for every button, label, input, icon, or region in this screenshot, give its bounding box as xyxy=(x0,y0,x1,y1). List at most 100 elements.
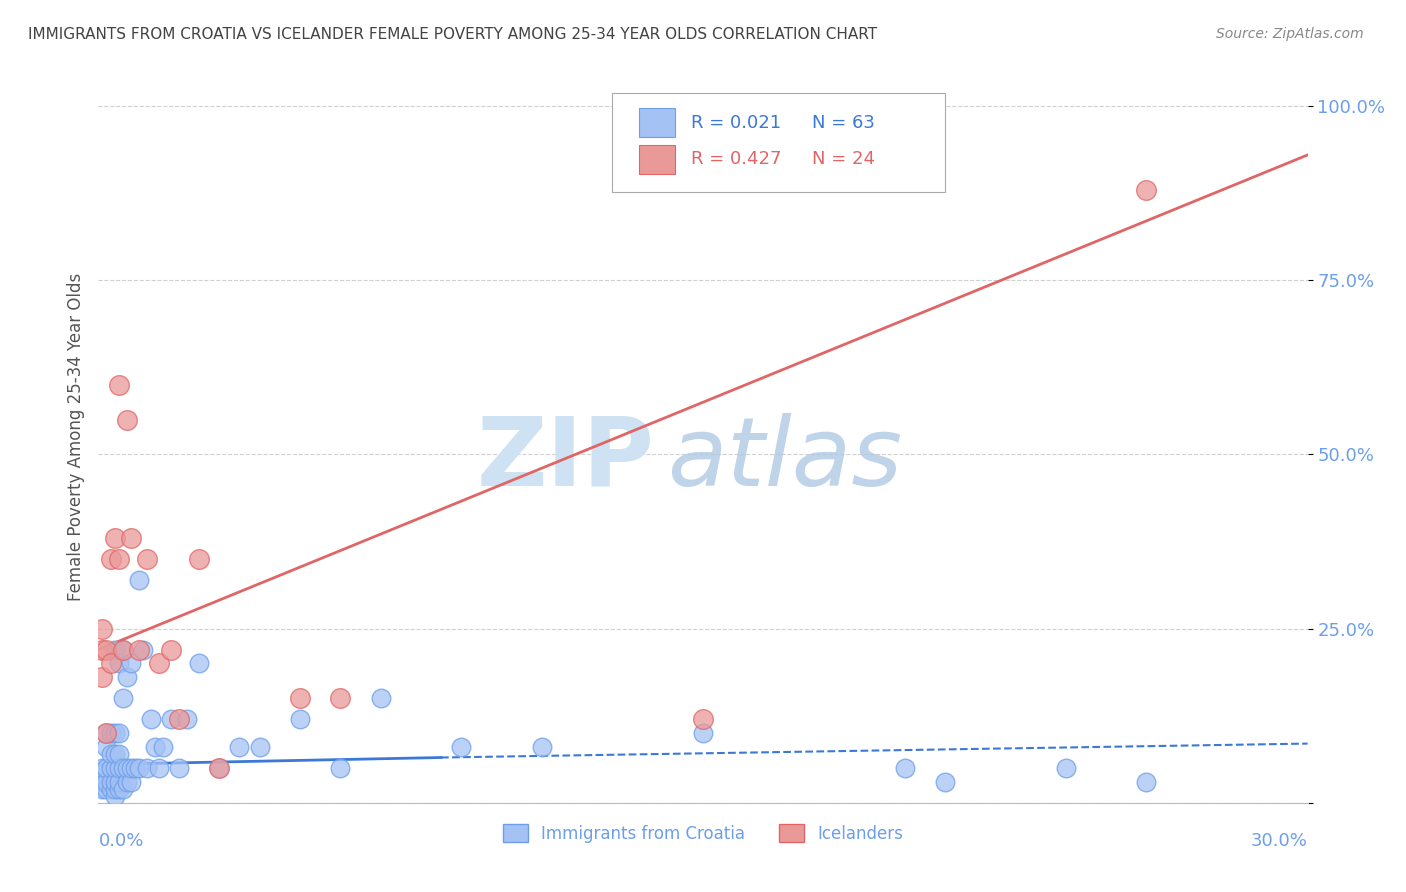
Text: Source: ZipAtlas.com: Source: ZipAtlas.com xyxy=(1216,27,1364,41)
Point xyxy=(103,789,125,803)
Point xyxy=(100,781,122,796)
Point xyxy=(111,642,134,657)
Point xyxy=(329,691,352,706)
Point xyxy=(450,740,472,755)
Point xyxy=(103,747,125,761)
Point xyxy=(103,761,125,775)
Point xyxy=(91,781,114,796)
Point xyxy=(111,642,134,657)
Point xyxy=(107,775,129,789)
Point xyxy=(100,726,122,740)
Text: 30.0%: 30.0% xyxy=(1251,832,1308,850)
Point xyxy=(176,712,198,726)
Point xyxy=(188,552,211,566)
Point xyxy=(167,761,190,775)
Point xyxy=(115,412,138,426)
Point xyxy=(107,781,129,796)
Point xyxy=(120,531,142,545)
Point xyxy=(100,761,122,775)
Point xyxy=(96,761,118,775)
Point xyxy=(107,377,129,392)
FancyBboxPatch shape xyxy=(638,108,675,137)
Point xyxy=(1054,761,1077,775)
Point xyxy=(96,781,118,796)
Point xyxy=(120,775,142,789)
Point xyxy=(96,726,118,740)
Point xyxy=(111,691,134,706)
Point xyxy=(135,552,157,566)
Text: R = 0.427: R = 0.427 xyxy=(690,150,782,168)
Point xyxy=(128,642,150,657)
Point xyxy=(115,670,138,684)
Point xyxy=(91,642,114,657)
Point xyxy=(103,531,125,545)
Point xyxy=(329,761,352,775)
Point xyxy=(115,761,138,775)
Point xyxy=(160,642,183,657)
Point xyxy=(139,712,162,726)
Point xyxy=(100,657,122,671)
Point xyxy=(91,768,114,782)
FancyBboxPatch shape xyxy=(613,94,945,192)
Point xyxy=(111,761,134,775)
Point xyxy=(107,552,129,566)
Point xyxy=(160,712,183,726)
Point xyxy=(91,670,114,684)
Text: atlas: atlas xyxy=(666,412,901,506)
Point xyxy=(167,712,190,726)
Text: N = 24: N = 24 xyxy=(811,150,875,168)
Point xyxy=(148,761,170,775)
Point xyxy=(103,775,125,789)
Point xyxy=(103,642,125,657)
Point xyxy=(934,775,956,789)
Point xyxy=(107,747,129,761)
Point xyxy=(107,657,129,671)
Point xyxy=(692,726,714,740)
Point xyxy=(96,775,118,789)
Point xyxy=(91,622,114,636)
Point xyxy=(370,691,392,706)
Point xyxy=(188,657,211,671)
Point xyxy=(1135,183,1157,197)
Text: N = 63: N = 63 xyxy=(811,113,875,131)
Point xyxy=(96,642,118,657)
Text: ZIP: ZIP xyxy=(477,412,655,506)
Text: IMMIGRANTS FROM CROATIA VS ICELANDER FEMALE POVERTY AMONG 25-34 YEAR OLDS CORREL: IMMIGRANTS FROM CROATIA VS ICELANDER FEM… xyxy=(28,27,877,42)
Point xyxy=(107,761,129,775)
Text: R = 0.021: R = 0.021 xyxy=(690,113,782,131)
Point xyxy=(208,761,231,775)
Point xyxy=(893,761,915,775)
Point xyxy=(124,761,146,775)
Point xyxy=(120,761,142,775)
Point xyxy=(96,726,118,740)
Point xyxy=(128,761,150,775)
Point xyxy=(148,657,170,671)
Point xyxy=(103,781,125,796)
Point xyxy=(115,775,138,789)
Point xyxy=(120,657,142,671)
Point xyxy=(288,691,311,706)
Point xyxy=(100,552,122,566)
Legend: Immigrants from Croatia, Icelanders: Immigrants from Croatia, Icelanders xyxy=(496,818,910,849)
Point xyxy=(103,726,125,740)
Point xyxy=(692,712,714,726)
Point xyxy=(208,761,231,775)
Point xyxy=(143,740,166,755)
Point xyxy=(152,740,174,755)
Point xyxy=(107,726,129,740)
Text: 0.0%: 0.0% xyxy=(98,832,143,850)
Point xyxy=(1135,775,1157,789)
FancyBboxPatch shape xyxy=(638,145,675,174)
Point xyxy=(91,761,114,775)
Point xyxy=(249,740,271,755)
Point xyxy=(132,642,155,657)
Point xyxy=(135,761,157,775)
Point xyxy=(111,781,134,796)
Point xyxy=(96,740,118,755)
Point xyxy=(100,747,122,761)
Point xyxy=(228,740,250,755)
Y-axis label: Female Poverty Among 25-34 Year Olds: Female Poverty Among 25-34 Year Olds xyxy=(66,273,84,601)
Point xyxy=(91,775,114,789)
Point xyxy=(128,573,150,587)
Point xyxy=(100,775,122,789)
